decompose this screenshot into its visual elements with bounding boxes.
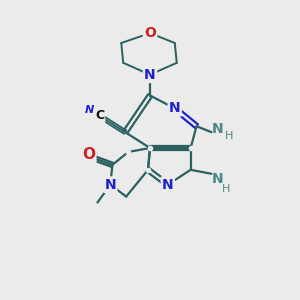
- Text: H: H: [225, 131, 233, 141]
- Text: N: N: [212, 172, 223, 186]
- Text: N: N: [85, 105, 94, 116]
- Text: C: C: [95, 109, 104, 122]
- Text: O: O: [82, 148, 95, 163]
- Text: N: N: [169, 101, 181, 116]
- Text: N: N: [144, 68, 156, 82]
- Text: O: O: [144, 26, 156, 40]
- Text: N: N: [105, 178, 116, 192]
- Text: N: N: [162, 178, 174, 192]
- Text: N: N: [212, 122, 223, 136]
- Text: H: H: [222, 184, 230, 194]
